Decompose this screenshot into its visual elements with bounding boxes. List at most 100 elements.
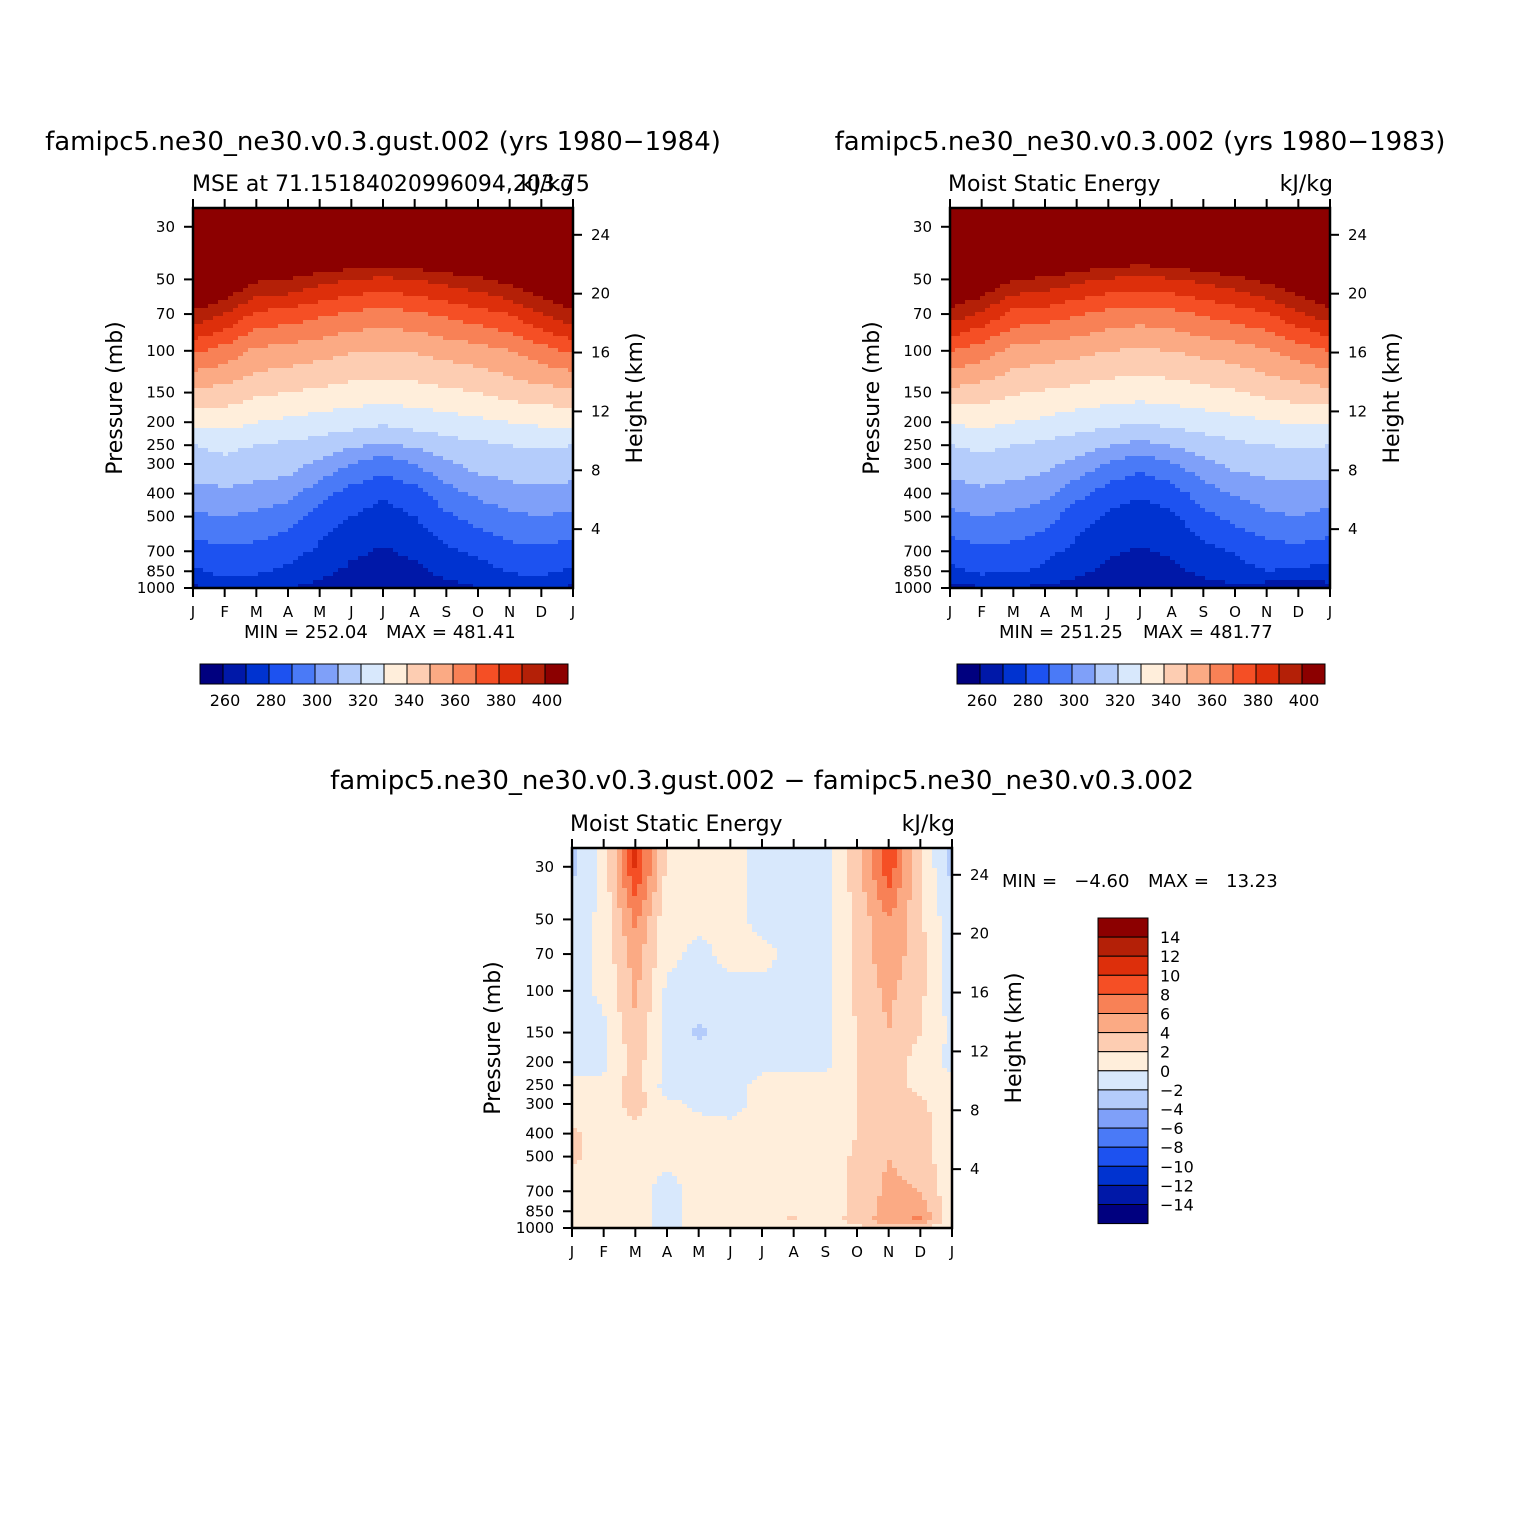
field-cell	[358, 212, 364, 217]
field-cell	[213, 308, 219, 313]
field-cell	[308, 416, 314, 421]
field-cell	[358, 408, 364, 413]
field-cell	[363, 256, 369, 261]
field-cell	[423, 232, 429, 237]
field-cell	[478, 352, 484, 357]
field-cell	[448, 376, 454, 381]
field-cell	[248, 388, 254, 393]
field-cell	[193, 396, 199, 401]
field-cell	[393, 296, 399, 301]
field-cell	[543, 252, 549, 257]
field-cell	[303, 300, 309, 305]
field-cell	[343, 240, 349, 245]
field-cell	[428, 412, 434, 417]
field-cell	[273, 300, 279, 305]
field-cell	[278, 456, 284, 461]
field-cell	[458, 428, 464, 433]
field-cell	[528, 276, 534, 281]
field-cell	[358, 248, 364, 253]
field-cell	[223, 464, 229, 469]
field-cell	[343, 340, 349, 345]
field-cell	[218, 308, 224, 313]
field-cell	[423, 416, 429, 421]
field-cell	[413, 220, 419, 225]
field-cell	[363, 228, 369, 233]
field-cell	[228, 372, 234, 377]
field-cell	[268, 240, 274, 245]
field-cell	[463, 284, 469, 289]
field-cell	[218, 468, 224, 473]
field-cell	[318, 364, 324, 369]
field-cell	[558, 328, 564, 333]
field-cell	[433, 232, 439, 237]
field-cell	[438, 212, 444, 217]
field-cell	[233, 240, 239, 245]
field-cell	[268, 296, 274, 301]
field-cell	[293, 404, 299, 409]
field-cell	[418, 220, 424, 225]
field-cell	[428, 468, 434, 473]
field-cell	[298, 288, 304, 293]
field-cell	[488, 332, 494, 337]
field-cell	[313, 428, 319, 433]
field-cell	[423, 420, 429, 425]
field-cell	[268, 404, 274, 409]
field-cell	[513, 348, 519, 353]
field-cell	[493, 408, 499, 413]
field-cell	[303, 212, 309, 217]
field-cell	[373, 320, 379, 325]
field-cell	[498, 260, 504, 265]
field-cell	[558, 396, 564, 401]
field-cell	[553, 428, 559, 433]
field-cell	[538, 216, 544, 221]
field-cell	[548, 392, 554, 397]
field-cell	[233, 308, 239, 313]
field-cell	[338, 408, 344, 413]
field-cell	[508, 404, 514, 409]
field-cell	[333, 412, 339, 417]
field-cell	[278, 320, 284, 325]
field-cell	[448, 408, 454, 413]
field-cell	[478, 420, 484, 425]
field-cell	[363, 444, 369, 449]
field-cell	[363, 208, 369, 213]
field-cell	[563, 456, 569, 461]
field-cell	[493, 212, 499, 217]
field-cell	[373, 416, 379, 421]
field-cell	[203, 352, 209, 357]
field-cell	[553, 336, 559, 341]
field-cell	[343, 288, 349, 293]
field-cell	[348, 360, 354, 365]
field-cell	[228, 396, 234, 401]
field-cell	[393, 316, 399, 321]
field-cell	[343, 264, 349, 269]
field-cell	[213, 324, 219, 329]
field-cell	[488, 460, 494, 465]
field-cell	[293, 468, 299, 473]
field-cell	[293, 436, 299, 441]
field-cell	[238, 328, 244, 333]
field-cell	[378, 272, 384, 277]
field-cell	[238, 340, 244, 345]
field-cell	[543, 432, 549, 437]
field-cell	[318, 432, 324, 437]
field-cell	[368, 216, 374, 221]
field-cell	[543, 308, 549, 313]
field-cell	[478, 376, 484, 381]
field-cell	[568, 308, 573, 313]
field-cell	[258, 452, 264, 457]
field-cell	[493, 280, 499, 285]
field-cell	[368, 360, 374, 365]
field-cell	[268, 408, 274, 413]
field-cell	[473, 304, 479, 309]
field-cell	[483, 288, 489, 293]
field-cell	[203, 216, 209, 221]
field-cell	[233, 452, 239, 457]
field-cell	[288, 268, 294, 273]
field-cell	[408, 264, 414, 269]
field-cell	[528, 284, 534, 289]
field-cell	[283, 456, 289, 461]
field-cell	[308, 316, 314, 321]
field-cell	[548, 432, 554, 437]
field-cell	[373, 384, 379, 389]
